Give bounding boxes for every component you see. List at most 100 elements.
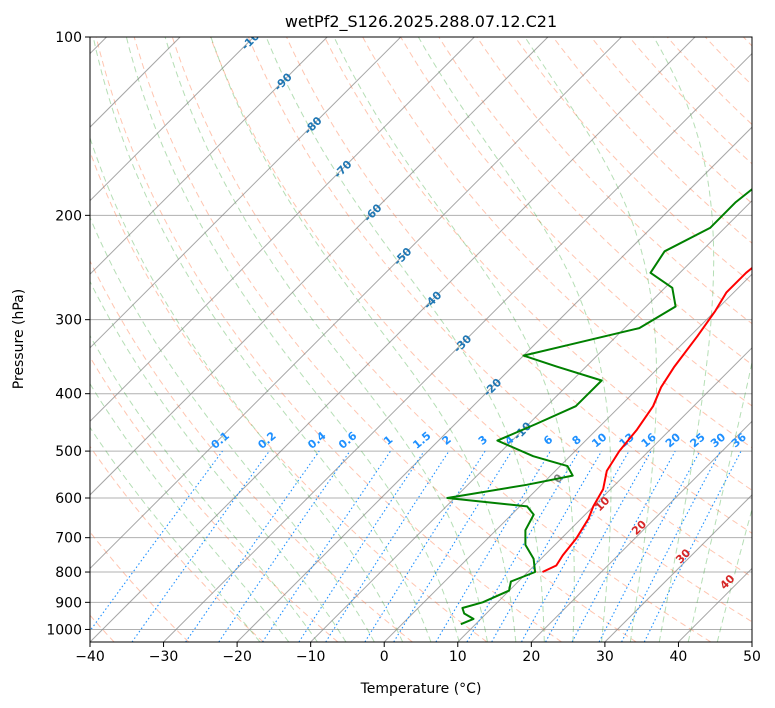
moist-adiabat-line bbox=[90, 280, 347, 642]
mixing-ratio-label: 16 bbox=[639, 430, 659, 450]
y-axis-label: Pressure (hPa) bbox=[11, 289, 27, 389]
isotherm-label: -90 bbox=[271, 70, 294, 93]
moist-adiabat-label: 20 bbox=[629, 517, 649, 537]
mixing-ratio-label: 0.1 bbox=[209, 429, 232, 451]
dry-adiabat-line bbox=[743, 37, 752, 47]
moist-adiabat-line bbox=[90, 216, 375, 642]
mixing-ratio-line bbox=[185, 450, 320, 642]
x-tick-label: 50 bbox=[743, 649, 761, 665]
moist-adiabat-line bbox=[524, 37, 658, 642]
mixing-ratio-line bbox=[598, 450, 701, 642]
skewed-isotherm-line bbox=[90, 37, 696, 642]
skewed-isotherm-line bbox=[163, 52, 752, 642]
skewed-isotherm-line bbox=[90, 37, 475, 423]
x-tick-label: 10 bbox=[449, 649, 467, 665]
skewed-isotherm-line bbox=[604, 494, 752, 642]
skewed-isotherm-line bbox=[457, 347, 752, 642]
isotherm-label: -80 bbox=[301, 114, 324, 137]
isotherm-label: -20 bbox=[481, 376, 504, 399]
x-tick-label: −10 bbox=[296, 649, 326, 665]
mixing-ratio-line bbox=[131, 450, 270, 642]
y-tick-label: 1000 bbox=[46, 622, 82, 638]
dry-adiabat-line bbox=[552, 37, 752, 244]
dry-adiabat-line bbox=[90, 150, 488, 642]
x-tick-label: 40 bbox=[670, 649, 688, 665]
mixing-ratio-line bbox=[325, 450, 450, 642]
mixing-ratio-line bbox=[393, 450, 513, 642]
isotherm-label: -10 bbox=[511, 419, 534, 442]
dry-adiabat-line bbox=[324, 37, 752, 491]
dry-adiabat-line bbox=[90, 531, 190, 642]
skewed-isotherm-line bbox=[310, 199, 752, 642]
x-tick-label: 0 bbox=[380, 649, 389, 665]
y-tick-label: 300 bbox=[55, 313, 82, 329]
y-tick-label: 900 bbox=[55, 595, 82, 611]
mixing-ratio-label: 0.6 bbox=[336, 429, 360, 452]
mixing-ratio-label: 36 bbox=[729, 430, 749, 450]
x-tick-label: −30 bbox=[149, 649, 179, 665]
moist-adiabat-line bbox=[265, 37, 545, 642]
y-axis-ticks: 100 200 300 400 500 600 700 800 900 1000 bbox=[46, 30, 90, 638]
moist-adiabat-line bbox=[333, 37, 575, 642]
skewed-isotherm-line bbox=[90, 37, 328, 275]
line-labels: 0.1 0.2 0.4 0.6 1 1.5 2 3 4 6 8 10 13 16 20 25 30 36-100-… bbox=[209, 37, 750, 592]
moist-adiabat-line bbox=[90, 382, 290, 642]
dry-adiabat-line bbox=[476, 37, 752, 325]
isotherm-label: -60 bbox=[361, 201, 384, 224]
mixing-ratio-line bbox=[364, 450, 486, 642]
isotherm-label: -50 bbox=[391, 245, 414, 268]
moist-adiabat-line bbox=[90, 426, 261, 642]
mixing-ratio-label: 2 bbox=[440, 433, 454, 448]
skewed-isotherm-line bbox=[530, 420, 752, 642]
y-tick-label: 600 bbox=[55, 491, 82, 507]
dry-adiabat-line bbox=[90, 356, 339, 642]
y-tick-label: 800 bbox=[55, 565, 82, 581]
mixing-ratio-line bbox=[90, 450, 223, 632]
skewed-isotherm-line bbox=[383, 273, 752, 642]
dry-adiabat-line bbox=[286, 37, 752, 534]
isotherm-label: -30 bbox=[451, 332, 474, 355]
x-tick-label: −40 bbox=[75, 649, 105, 665]
y-tick-label: 500 bbox=[55, 444, 82, 460]
mixing-ratio-line bbox=[521, 450, 630, 642]
dry-adiabat-line bbox=[704, 37, 752, 86]
dewpoint-profile-line bbox=[446, 187, 752, 626]
skewed-isotherm-line bbox=[678, 567, 752, 642]
moist-adiabat-line bbox=[653, 37, 715, 642]
moist-adiabat-line bbox=[125, 37, 460, 642]
moist-adiabat-line bbox=[687, 360, 752, 642]
mixing-ratio-line bbox=[435, 450, 551, 642]
dry-adiabat-line bbox=[90, 445, 264, 642]
y-tick-label: 400 bbox=[55, 387, 82, 403]
moist-adiabat-line bbox=[90, 334, 318, 642]
moist-adiabat-label: 40 bbox=[717, 572, 737, 592]
background-lines bbox=[90, 37, 752, 642]
chart-title: wetPf2_S126.2025.288.07.12.C21 bbox=[285, 12, 557, 32]
mixing-ratio-label: 0.2 bbox=[255, 429, 278, 451]
isotherm-label: -40 bbox=[421, 288, 444, 311]
moist-adiabat-line bbox=[210, 37, 517, 642]
mixing-ratio-line bbox=[262, 450, 391, 642]
dry-adiabat-line bbox=[628, 37, 752, 165]
mixing-ratio-label: 6 bbox=[541, 433, 555, 448]
y-tick-label: 100 bbox=[55, 30, 82, 46]
skewed-isotherm-line bbox=[236, 126, 752, 642]
y-tick-label: 200 bbox=[55, 208, 82, 224]
mixing-ratio-label: 1 bbox=[381, 433, 395, 448]
dry-adiabat-line bbox=[247, 37, 752, 578]
mixing-ratio-line bbox=[571, 450, 676, 642]
mixing-ratio-line bbox=[298, 450, 425, 642]
skewed-isotherm-line bbox=[90, 37, 402, 349]
skewed-isotherm-line bbox=[90, 37, 549, 496]
x-tick-label: 30 bbox=[596, 649, 614, 665]
dry-adiabat-line bbox=[209, 37, 752, 623]
plot-frame bbox=[89, 36, 753, 643]
mixing-ratio-label: 8 bbox=[570, 433, 584, 448]
skewed-isotherm-line bbox=[751, 641, 752, 642]
mixing-ratio-label: 0.4 bbox=[305, 429, 329, 452]
skewed-isotherm-line bbox=[90, 37, 622, 570]
y-tick-label: 700 bbox=[55, 531, 82, 547]
profile-series bbox=[446, 187, 752, 626]
skewed-isotherm-line bbox=[90, 37, 255, 202]
